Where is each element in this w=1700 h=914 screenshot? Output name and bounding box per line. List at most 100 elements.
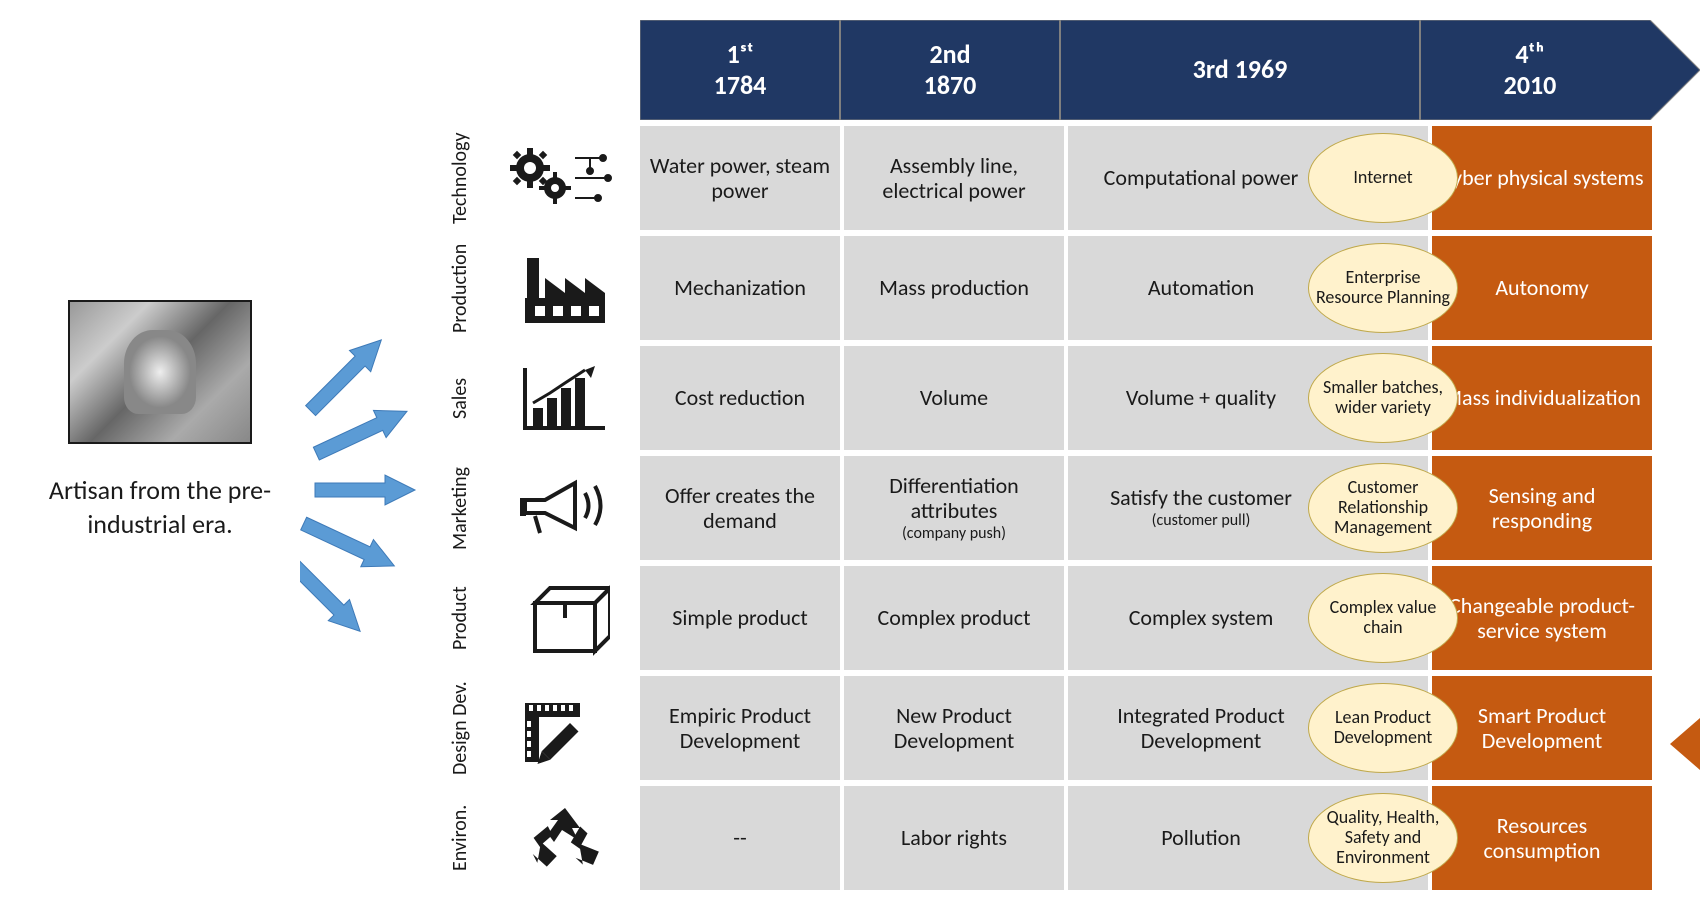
row-icon <box>490 456 640 560</box>
transition-bubble: Internet <box>1308 133 1458 223</box>
data-row: MarketingOffer creates the demandDiffere… <box>430 456 1680 560</box>
table-cell: Simple product <box>640 566 840 670</box>
artisan-caption: Artisan from the pre-industrial era. <box>20 474 300 542</box>
table-cell: Mass individualization <box>1432 346 1652 450</box>
header-1-line2: 1784 <box>714 69 767 101</box>
table-cell: Complex product <box>844 566 1064 670</box>
table-cell: Differentiation attributes(company push) <box>844 456 1064 560</box>
data-row: Environ. -- Labor rights Pollution Resources… <box>430 786 1680 890</box>
cell-text: Assembly line, electrical power <box>850 153 1058 204</box>
header-4-line2: 2010 <box>1504 69 1557 101</box>
header-1-line1: 1ˢᵗ <box>727 38 754 70</box>
table-cell: Mass production <box>844 236 1064 340</box>
artisan-image <box>68 300 252 444</box>
table-cell: Mechanization <box>640 236 840 340</box>
cell-text: Cyber physical systems <box>1440 165 1643 190</box>
cell-text: Automation <box>1148 275 1254 300</box>
table-cell: Smart Product Development <box>1432 676 1652 780</box>
cell-text: Volume <box>920 385 988 410</box>
cell-text: Mechanization <box>674 275 806 300</box>
row-label: Technology <box>430 126 490 230</box>
header-3-line1: 3rd 1969 <box>1193 53 1288 85</box>
cell-text: Resources consumption <box>1438 813 1646 864</box>
cell-text: New Product Development <box>850 703 1058 754</box>
cell-text: Empiric Product Development <box>646 703 834 754</box>
header-1st: 1ˢᵗ1784 <box>640 20 840 120</box>
cell-text: Water power, steam power <box>646 153 834 204</box>
table-cell: Water power, steam power <box>640 126 840 230</box>
row-label: Environ. <box>430 786 490 890</box>
data-row: Product Simple product Complex product Comp… <box>430 566 1680 670</box>
table-cell: Volume <box>844 346 1064 450</box>
fan-arrows <box>300 140 430 840</box>
highlight-arrow <box>1670 718 1700 775</box>
cell-text: -- <box>733 825 746 850</box>
header-4th: 4ᵗʰ2010 <box>1420 20 1640 120</box>
header-2-line2: 1870 <box>924 69 977 101</box>
data-row: Design Dev. Empiric Product Development Ne… <box>430 676 1680 780</box>
cell-text: Simple product <box>672 605 808 630</box>
transition-bubble: Complex value chain <box>1308 573 1458 663</box>
cell-text: Pollution <box>1161 825 1241 850</box>
cell-text: Autonomy <box>1495 275 1588 300</box>
table-cell: Changeable product-service system <box>1432 566 1652 670</box>
header-2-line1: 2nd <box>929 38 970 70</box>
header-row: 1ˢᵗ1784 2nd1870 3rd 1969 4ᵗʰ2010 <box>430 20 1680 120</box>
cell-text: Differentiation attributes <box>850 473 1058 524</box>
transition-bubble: Customer Relationship Management <box>1308 463 1458 553</box>
cell-text: Mass individualization <box>1443 385 1641 410</box>
cell-subtext: (customer pull) <box>1152 512 1251 530</box>
table-cell: Empiric Product Development <box>640 676 840 780</box>
row-label: Production <box>430 236 490 340</box>
data-row: Technology Water power, steam power Assemb… <box>430 126 1680 230</box>
cell-text: Changeable product-service system <box>1438 593 1646 644</box>
cell-text: Labor rights <box>901 825 1007 850</box>
table-cell: Autonomy <box>1432 236 1652 340</box>
header-2nd: 2nd1870 <box>840 20 1060 120</box>
row-label: Product <box>430 566 490 670</box>
main-table: 1ˢᵗ1784 2nd1870 3rd 1969 4ᵗʰ2010 Technol… <box>430 20 1680 890</box>
row-icon <box>490 236 640 340</box>
transition-bubble: Lean Product Development <box>1308 683 1458 773</box>
table-cell: Cyber physical systems <box>1432 126 1652 230</box>
header-spacer-icon <box>490 20 640 120</box>
row-label: Design Dev. <box>430 676 490 780</box>
cell-text: Satisfy the customer <box>1110 485 1292 510</box>
header-4-line1: 4ᵗʰ <box>1515 38 1544 70</box>
cell-text: Offer creates the demand <box>646 483 834 534</box>
row-label: Marketing <box>430 456 490 560</box>
transition-bubble: Smaller batches, wider variety <box>1308 353 1458 443</box>
cell-subtext: (company push) <box>902 525 1006 543</box>
data-row: Production Mechanization Mass production Au… <box>430 236 1680 340</box>
table-cell: -- <box>640 786 840 890</box>
header-3rd: 3rd 1969 <box>1060 20 1420 120</box>
row-label: Sales <box>430 346 490 450</box>
transition-bubble: Enterprise Resource Planning <box>1308 243 1458 333</box>
cell-text: Volume + quality <box>1126 385 1276 410</box>
table-cell: Cost reduction <box>640 346 840 450</box>
cell-text: Sensing and responding <box>1438 483 1646 534</box>
header-spacer-label <box>430 20 490 120</box>
cell-text: Complex product <box>878 605 1031 630</box>
table-cell: Sensing and responding <box>1432 456 1652 560</box>
cell-text: Mass production <box>879 275 1029 300</box>
row-icon <box>490 346 640 450</box>
cell-text: Complex system <box>1129 605 1274 630</box>
data-row: Sales Cost reduction Volume Volume + qualit… <box>430 346 1680 450</box>
left-section: Artisan from the pre-industrial era. <box>20 20 300 542</box>
row-icon <box>490 126 640 230</box>
table-cell: Labor rights <box>844 786 1064 890</box>
infographic-container: Artisan from the pre-industrial era. <box>20 20 1680 890</box>
rows-container: Technology Water power, steam power Assemb… <box>430 126 1680 890</box>
table-cell: Assembly line, electrical power <box>844 126 1064 230</box>
cell-text: Integrated Product Development <box>1074 703 1328 754</box>
row-icon <box>490 786 640 890</box>
table-cell: New Product Development <box>844 676 1064 780</box>
table-cell: Resources consumption <box>1432 786 1652 890</box>
cell-text: Computational power <box>1104 165 1299 190</box>
transition-bubble: Quality, Health, Safety and Environment <box>1308 793 1458 883</box>
cell-text: Cost reduction <box>675 385 805 410</box>
row-icon <box>490 566 640 670</box>
arrows-section <box>300 20 430 845</box>
row-icon <box>490 676 640 780</box>
